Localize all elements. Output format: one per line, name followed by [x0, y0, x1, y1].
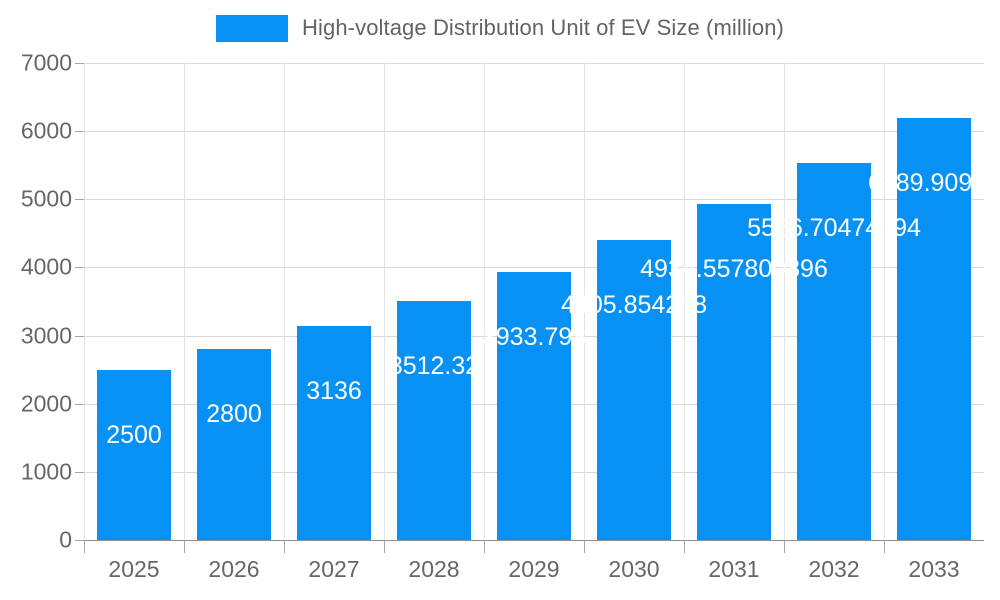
- bar[interactable]: [397, 300, 471, 540]
- y-tick-mark: [75, 403, 84, 405]
- vertical-gridline: [584, 63, 585, 540]
- y-axis-tick-label: 7000: [20, 49, 72, 76]
- canvas-right-clip: [984, 0, 1000, 600]
- vertical-gridline: [284, 63, 285, 540]
- y-axis-tick-label: 3000: [20, 322, 72, 349]
- x-axis-tick-label: 2029: [508, 556, 560, 582]
- y-tick-mark: [75, 199, 84, 201]
- legend-label: High-voltage Distribution Unit of EV Siz…: [302, 15, 784, 40]
- x-tick-mark: [484, 540, 485, 553]
- x-tick-mark: [84, 540, 85, 553]
- x-axis-tick-label: 2032: [808, 556, 860, 582]
- bar[interactable]: [97, 369, 171, 540]
- vertical-gridline: [84, 63, 85, 540]
- y-tick-mark: [75, 540, 84, 541]
- y-axis-tick-label: 0: [59, 526, 72, 553]
- x-axis-tick-label: 2030: [608, 556, 660, 582]
- vertical-gridline: [784, 63, 785, 540]
- legend-color-swatch: [216, 14, 289, 42]
- bar[interactable]: [497, 271, 571, 540]
- vertical-gridline: [184, 63, 185, 540]
- x-tick-mark: [384, 540, 385, 553]
- gridline: [84, 63, 984, 64]
- x-tick-mark: [684, 540, 685, 553]
- x-axis-ticks: [84, 540, 985, 554]
- bar[interactable]: [597, 239, 671, 540]
- x-axis-tick-label: 2027: [308, 556, 360, 582]
- vertical-gridline: [684, 63, 685, 540]
- y-tick-mark: [75, 335, 84, 337]
- plot-area: [75, 63, 985, 541]
- x-axis-tick-label: 2028: [408, 556, 460, 582]
- x-axis-tick-label: 2025: [108, 556, 160, 582]
- y-tick-mark: [75, 63, 84, 64]
- y-tick-mark: [75, 267, 84, 269]
- vertical-gridline: [384, 63, 385, 540]
- x-tick-mark: [884, 540, 885, 553]
- x-tick-mark: [284, 540, 285, 553]
- vertical-gridline: [484, 63, 485, 540]
- x-tick-mark: [784, 540, 785, 553]
- bar[interactable]: [697, 203, 771, 540]
- y-axis-tick-label: 5000: [20, 185, 72, 212]
- x-axis-tick-label: 2026: [208, 556, 260, 582]
- x-axis-tick-label: 2033: [908, 556, 960, 582]
- y-axis-tick-label: 1000: [20, 458, 72, 485]
- bar[interactable]: [797, 163, 871, 540]
- x-tick-mark: [184, 540, 185, 553]
- y-axis-tick-label: 2000: [20, 390, 72, 417]
- y-axis-tick-label: 4000: [20, 253, 72, 280]
- gridline: [84, 267, 984, 269]
- x-tick-mark: [584, 540, 585, 553]
- bar[interactable]: [897, 118, 971, 540]
- y-axis-tick-label: 6000: [20, 117, 72, 144]
- gridline: [84, 131, 984, 133]
- chart-legend[interactable]: High-voltage Distribution Unit of EV Siz…: [0, 10, 1000, 46]
- y-tick-mark: [75, 131, 84, 133]
- x-axis-tick-label: 2031: [708, 556, 760, 582]
- bar[interactable]: [297, 326, 371, 540]
- y-tick-mark: [75, 471, 84, 473]
- bar[interactable]: [197, 349, 271, 540]
- vertical-gridline: [884, 63, 885, 540]
- gridline: [84, 199, 984, 201]
- gridline: [84, 540, 984, 541]
- x-axis: 2025 2026 2027 2028 2029 2030 2031 2032 2033: [84, 556, 984, 596]
